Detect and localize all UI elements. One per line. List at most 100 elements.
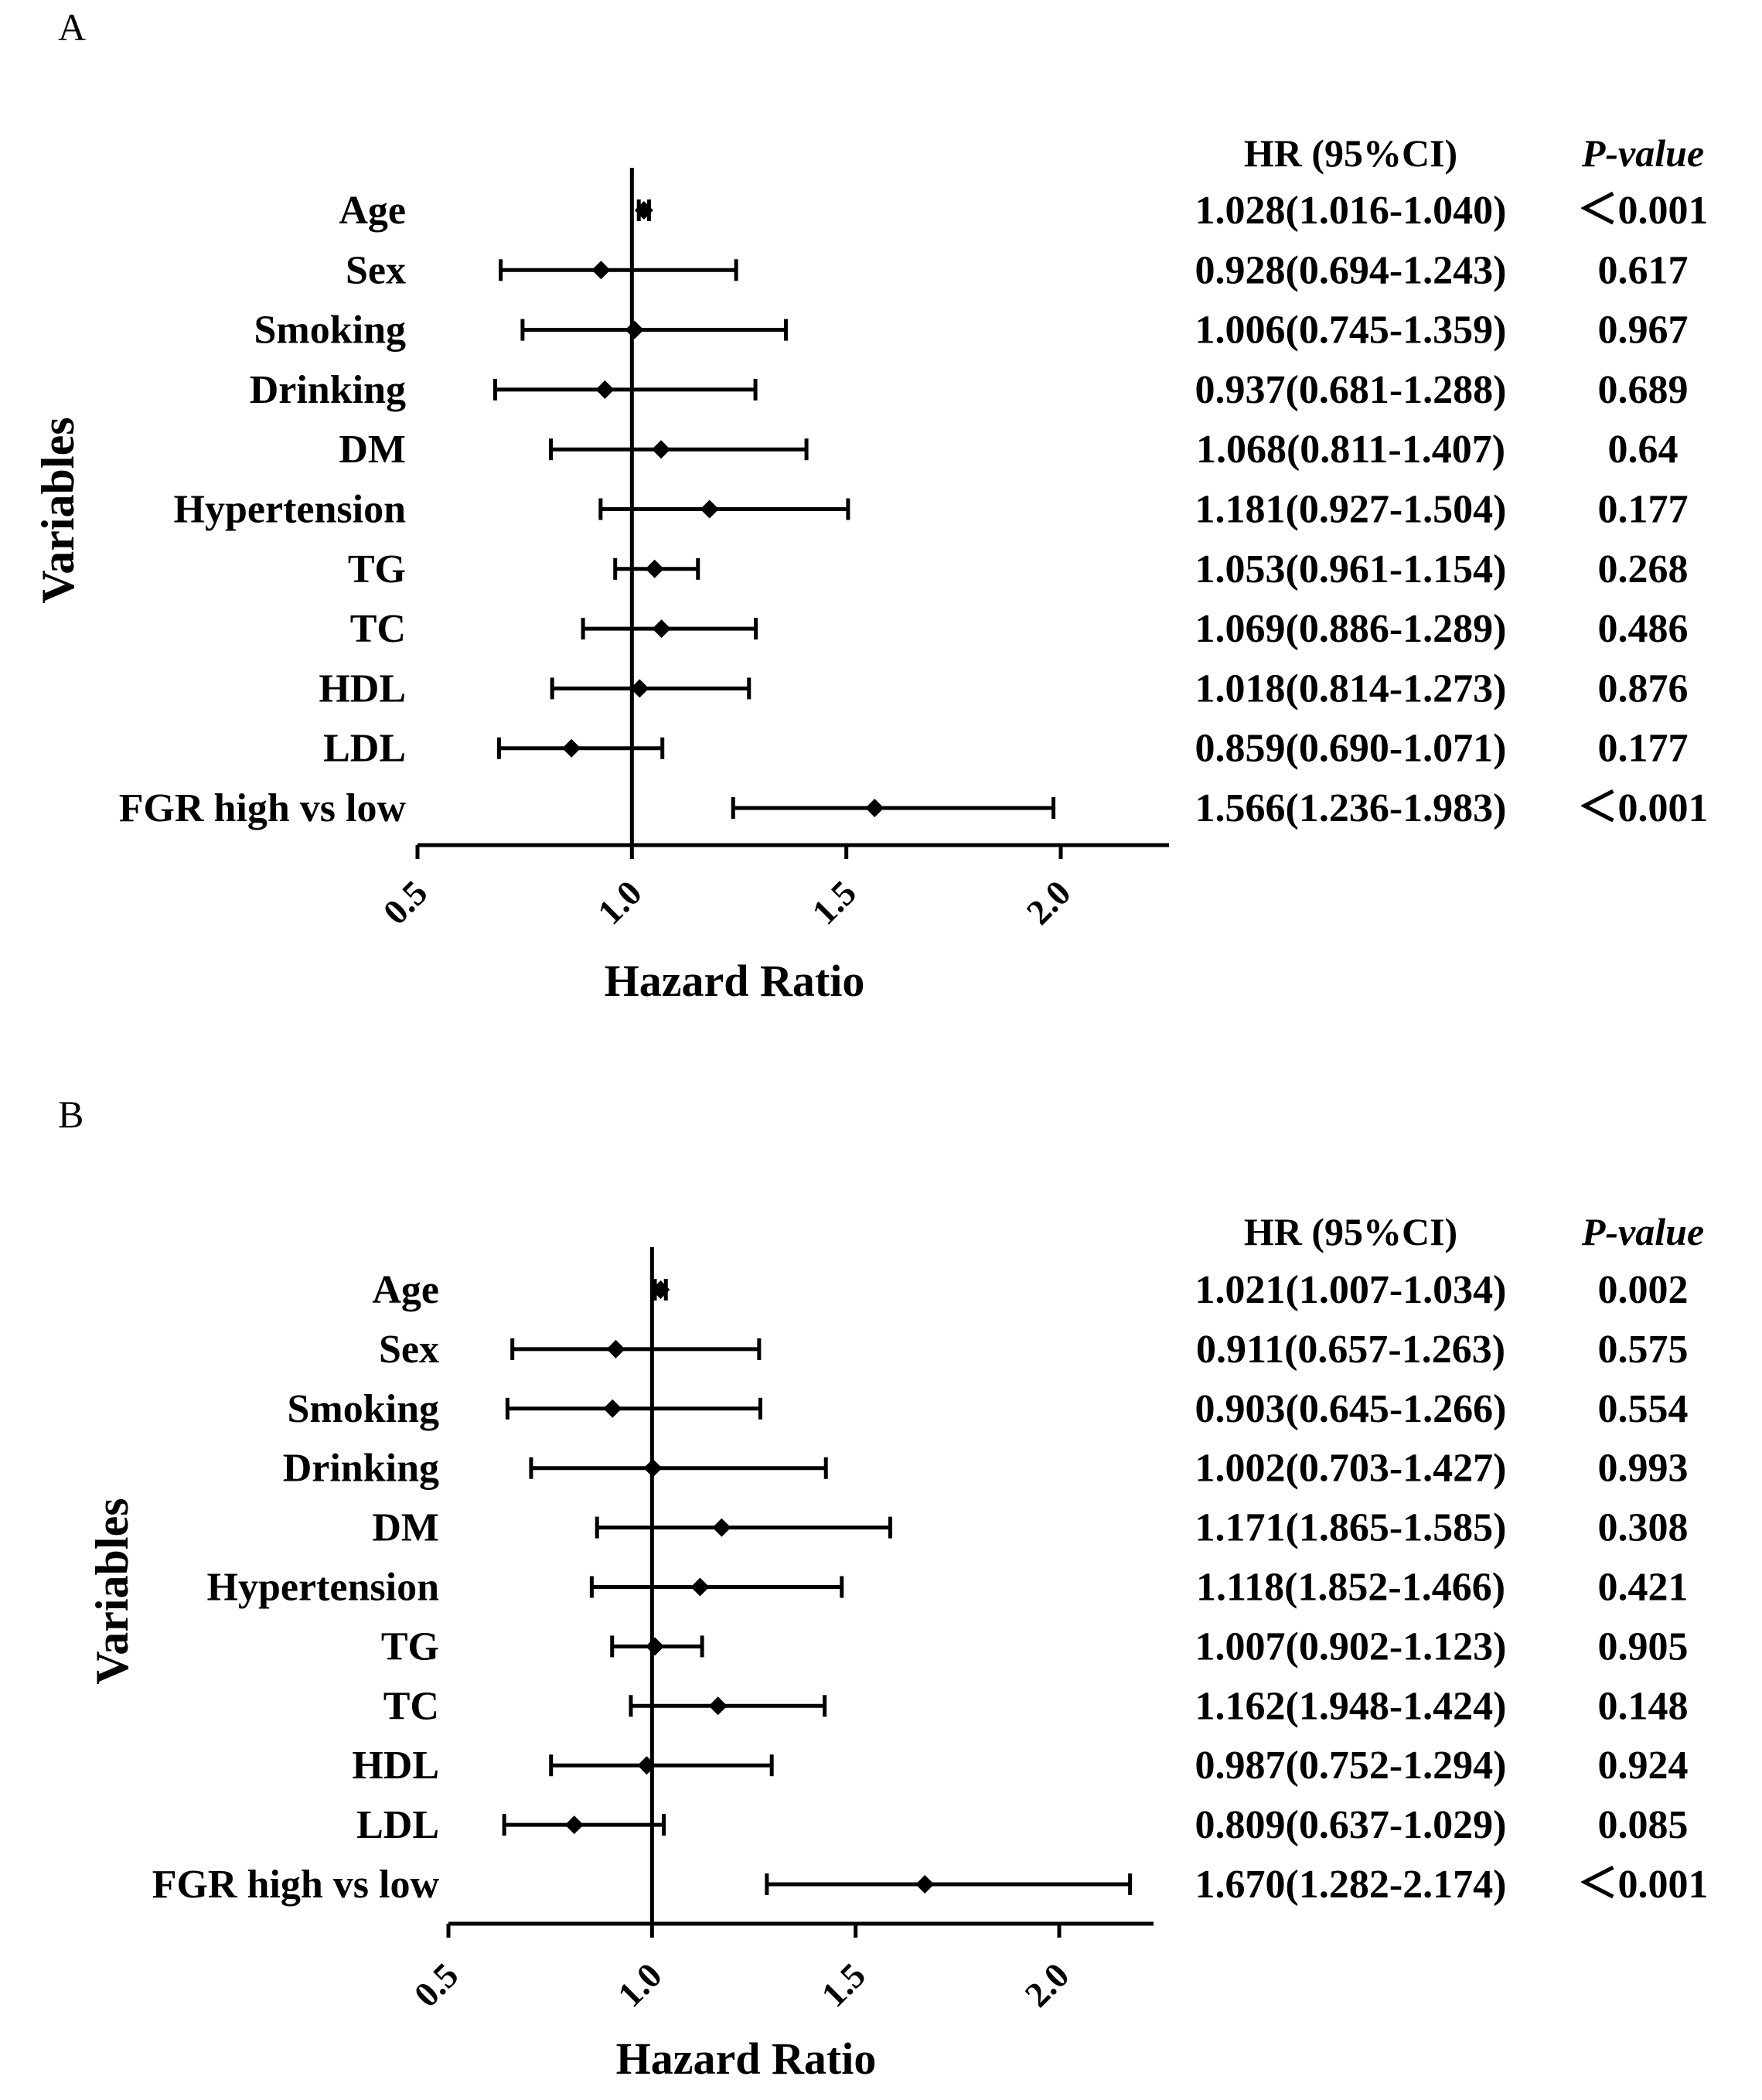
y-axis-title: Variables [87,1498,138,1684]
hr-ci-value: 1.181(0.927-1.504) [1195,488,1507,532]
hr-ci-value: 1.069(0.886-1.289) [1195,607,1507,651]
hr-ci-value: 1.670(1.282-2.174) [1195,1863,1507,1907]
x-axis-title: Hazard Ratio [605,956,865,1006]
hr-point-marker [865,799,884,817]
row-label: TG [381,1624,439,1669]
p-value: 0.617 [1598,248,1689,292]
hr-point-marker [637,1756,656,1775]
row-label: Drinking [283,1447,439,1491]
row-label: HDL [319,666,406,711]
p-value: 0.177 [1598,727,1689,771]
p-value: 0.268 [1598,547,1689,591]
p-value: 0.421 [1598,1566,1689,1610]
hr-point-marker [562,738,581,758]
hr-ci-value: 0.928(0.694-1.243) [1195,248,1507,292]
hr-point-marker [712,1518,731,1537]
row-label: Hypertension [207,1566,440,1610]
x-tick-label: 0.5 [407,1955,466,2015]
hr-point-marker [606,1339,625,1359]
hr-column-header: HR (95%CI) [1244,131,1457,175]
p-value: 0.924 [1598,1744,1689,1788]
hr-point-marker [564,1815,584,1835]
p-value: 0.967 [1598,309,1689,353]
hr-ci-value: 1.028(1.016-1.040) [1195,189,1507,233]
p-value-column-header: P-value [1581,131,1704,175]
p-value: 0.486 [1598,607,1689,651]
hr-ci-value: 0.911(0.657-1.263) [1196,1328,1505,1372]
panel-letter: B [58,1093,83,1136]
hr-point-marker [603,1399,622,1418]
row-label: Age [372,1268,439,1312]
p-value: ＜0.001 [1577,786,1708,830]
hr-point-marker [634,201,653,220]
x-tick-label: 2.0 [1017,1955,1077,2015]
hr-ci-value: 0.903(0.645-1.266) [1195,1387,1507,1431]
x-tick-label: 2.0 [1019,873,1079,932]
hr-ci-value: 1.566(1.236-1.983) [1195,786,1507,830]
hr-ci-value: 0.937(0.681-1.288) [1195,368,1507,412]
hr-point-marker [625,320,644,339]
hr-ci-value: 1.068(0.811-1.407) [1196,428,1505,472]
hr-ci-value: 0.809(0.637-1.029) [1195,1803,1507,1847]
hr-point-marker [690,1577,710,1597]
hr-ci-value: 1.021(1.007-1.034) [1195,1268,1507,1312]
x-tick-label: 1.0 [590,873,649,932]
hr-ci-value: 1.006(0.745-1.359) [1195,309,1507,353]
hr-ci-value: 0.859(0.690-1.071) [1195,727,1507,771]
x-tick-label: 1.5 [804,873,864,932]
hr-ci-value: 1.018(0.814-1.273) [1195,666,1507,711]
p-value: 0.148 [1598,1684,1689,1728]
row-label: Hypertension [174,488,407,532]
p-value: ＜0.001 [1577,1863,1708,1907]
hr-point-marker [652,440,671,459]
p-value: 0.689 [1598,368,1689,412]
p-value-column-header: P-value [1581,1210,1704,1253]
row-label: Drinking [250,368,406,412]
hr-ci-value: 0.987(0.752-1.294) [1195,1744,1507,1788]
row-label: LDL [323,727,406,771]
hr-point-marker [646,1637,665,1656]
hr-point-marker [630,679,649,698]
row-label: FGR high vs low [152,1863,440,1907]
p-value: 0.64 [1608,428,1679,472]
hr-column-header: HR (95%CI) [1244,1210,1457,1253]
row-label: HDL [352,1744,439,1788]
row-label: Age [339,189,406,233]
p-value: 0.002 [1598,1268,1689,1312]
hr-point-marker [595,380,615,399]
row-label: DM [339,428,406,472]
hr-point-marker [700,499,719,519]
panel-letter: A [58,5,86,49]
p-value: ＜0.001 [1577,189,1708,233]
hr-point-marker [651,1280,670,1299]
p-value: 0.905 [1598,1624,1689,1669]
p-value: 0.575 [1598,1328,1689,1372]
x-axis-title: Hazard Ratio [616,2034,877,2084]
panel-b: B HR (95%CI) P-value Age 1.021(1.007-1.034) 0… [58,1093,1709,2084]
hr-point-marker [708,1696,728,1716]
row-label: Smoking [287,1387,439,1431]
hr-point-marker [643,1458,663,1478]
hr-ci-value: 1.007(0.902-1.123) [1195,1624,1507,1669]
row-label: Sex [379,1328,439,1372]
hr-ci-value: 1.053(0.961-1.154) [1195,547,1507,591]
hr-ci-value: 1.118(1.852-1.466) [1196,1566,1505,1610]
p-value: 0.085 [1598,1803,1689,1847]
p-value: 0.554 [1598,1387,1689,1431]
row-label: Smoking [254,309,406,353]
p-value: 0.308 [1598,1506,1689,1550]
row-label: Sex [346,248,406,292]
hr-point-marker [915,1875,935,1894]
row-label: FGR high vs low [119,786,407,830]
row-label: TC [383,1684,439,1728]
hr-point-marker [652,619,671,639]
x-tick-label: 1.0 [610,1955,670,2015]
p-value: 0.177 [1598,488,1689,532]
row-label: TC [350,607,406,651]
y-axis-title: Variables [32,417,83,603]
hr-ci-value: 1.162(1.948-1.424) [1195,1684,1507,1728]
p-value: 0.993 [1598,1447,1689,1491]
p-value: 0.876 [1598,666,1689,711]
row-label: DM [372,1506,439,1550]
